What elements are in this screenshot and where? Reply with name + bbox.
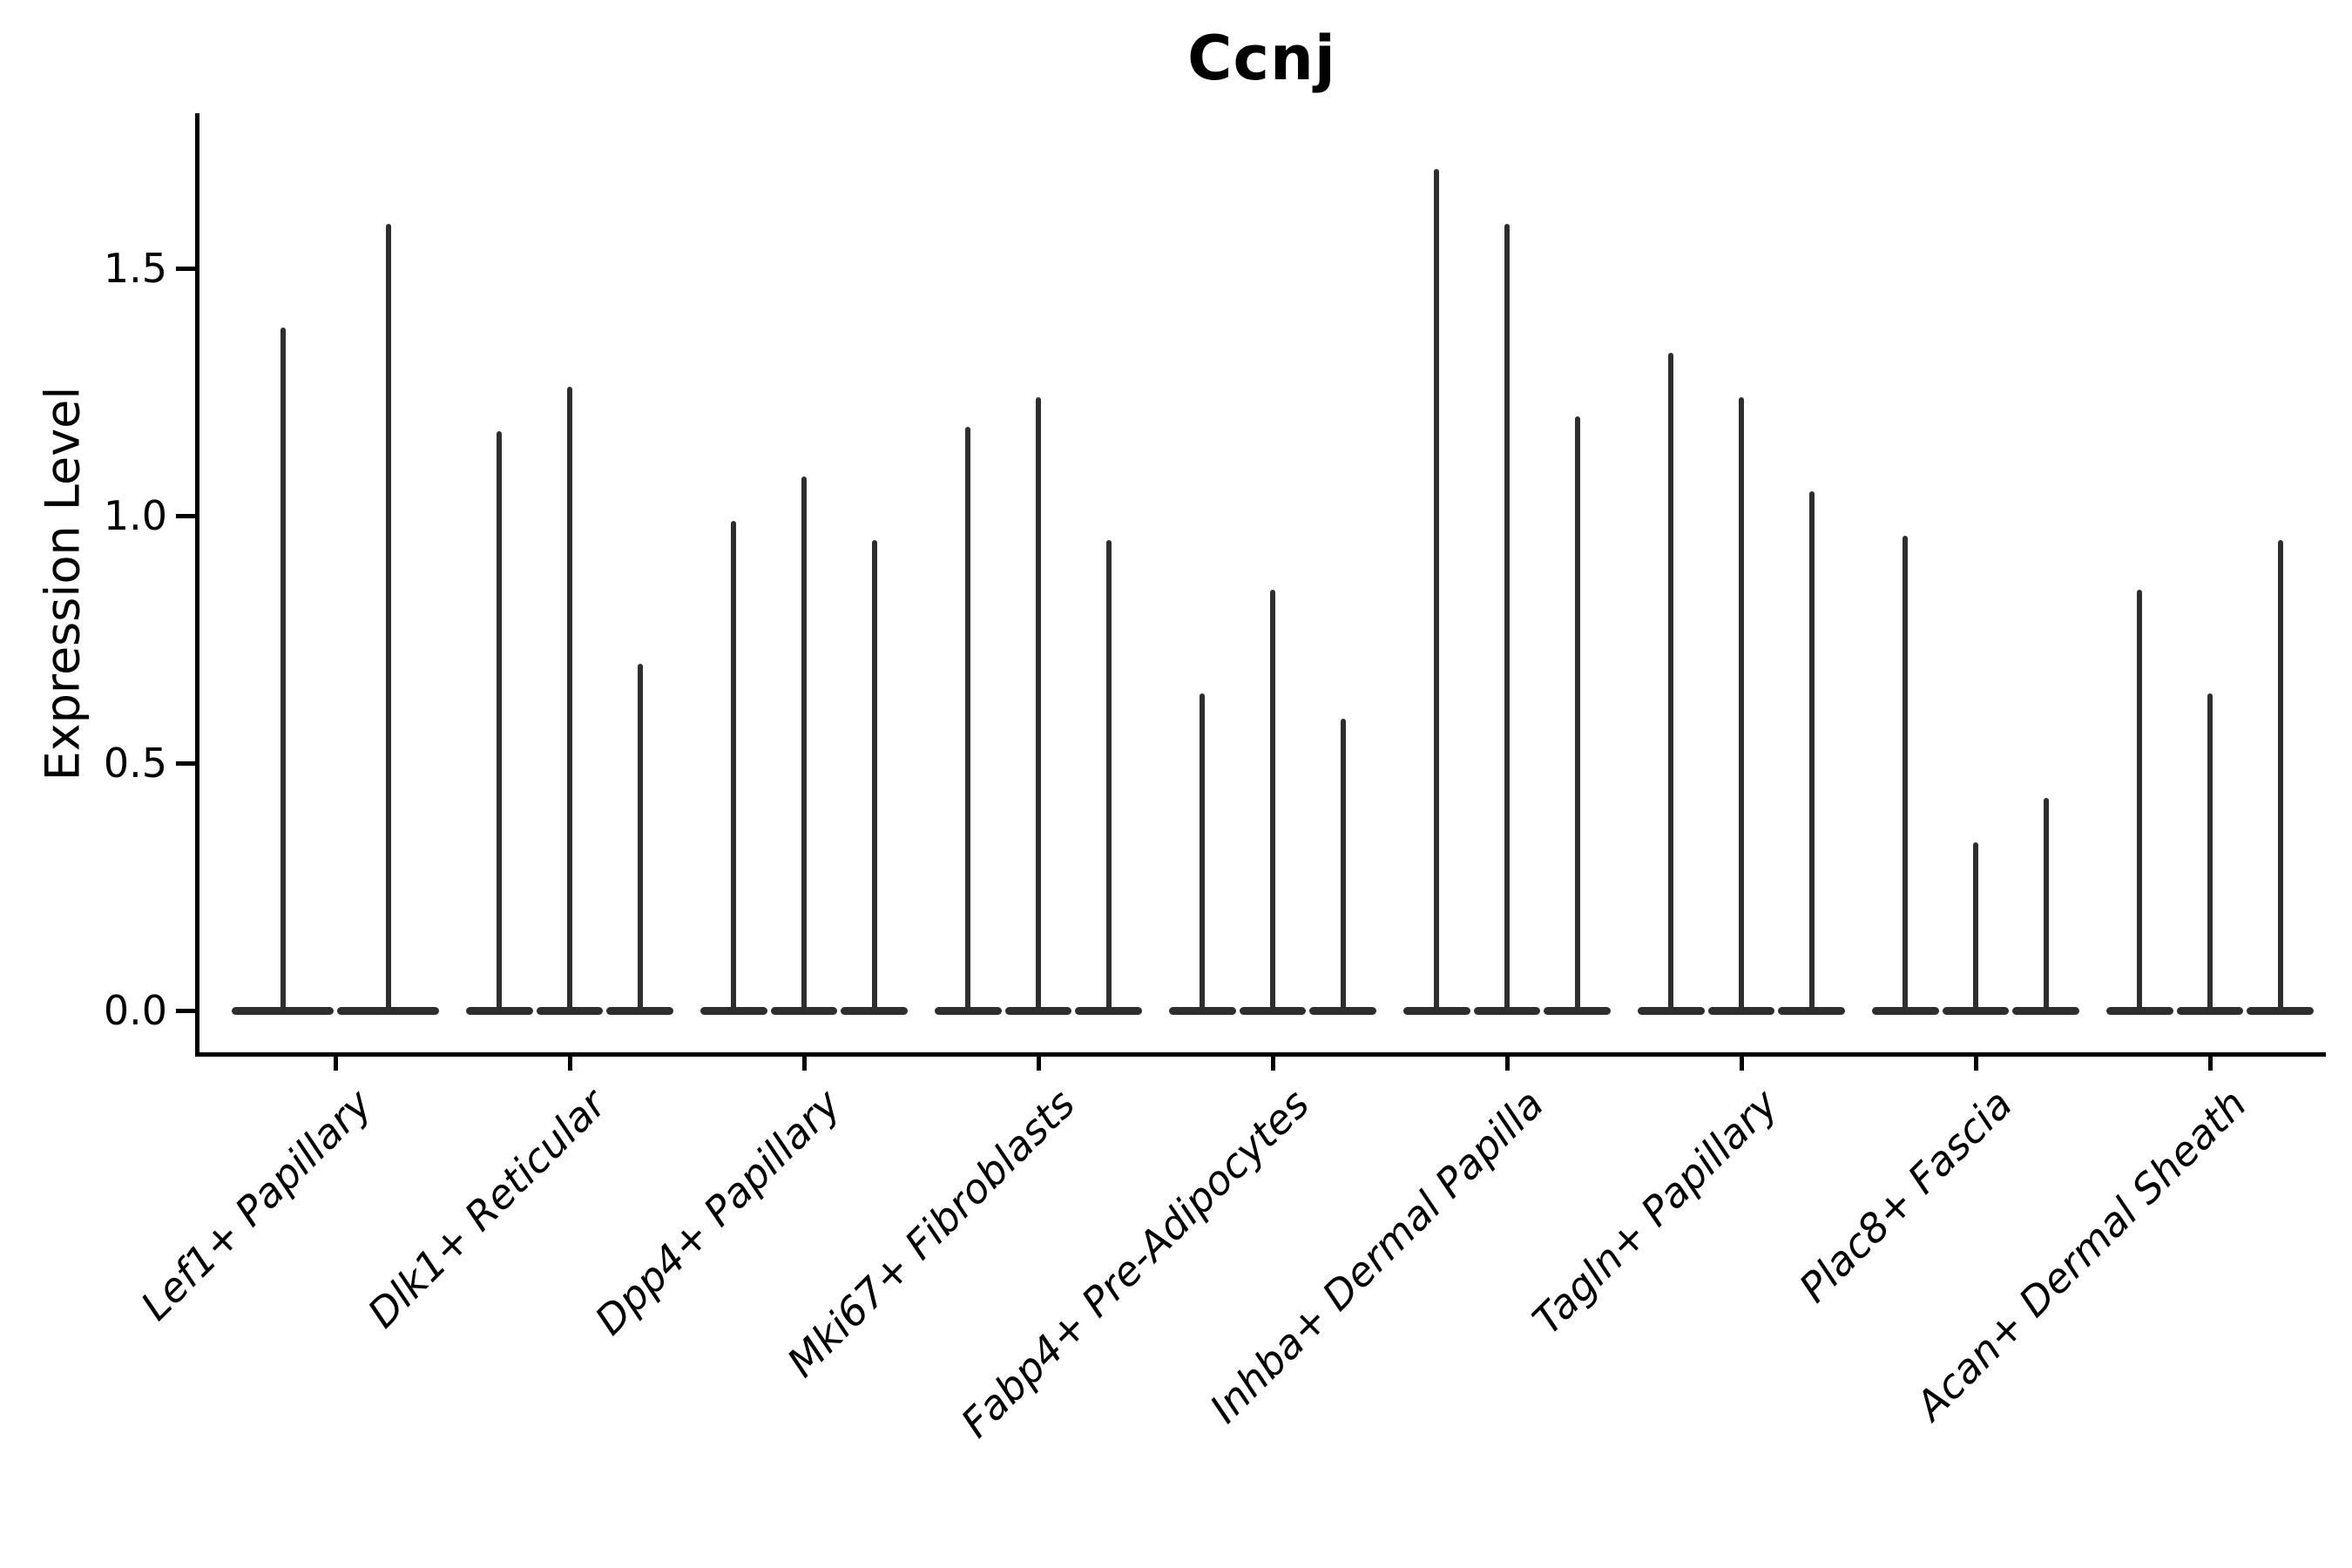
violin-spike bbox=[1574, 416, 1580, 1013]
x-tick-label: Lef1+ Papillary bbox=[132, 1080, 382, 1329]
y-tick-label: 1.5 bbox=[103, 245, 167, 292]
violin-spike bbox=[1739, 396, 1744, 1013]
violin-spike bbox=[1973, 841, 1978, 1013]
x-tick-mark bbox=[2207, 1057, 2213, 1071]
violin-spike bbox=[1105, 540, 1112, 1013]
violin-spike bbox=[2207, 693, 2213, 1013]
violin-spike bbox=[801, 476, 807, 1013]
x-axis-spine bbox=[195, 1052, 2326, 1057]
x-tick-mark bbox=[1270, 1057, 1275, 1071]
violin-spike bbox=[2137, 590, 2143, 1013]
x-tick-mark bbox=[333, 1057, 338, 1071]
violin-spike bbox=[2277, 540, 2283, 1013]
violin-spike bbox=[1903, 535, 1909, 1013]
violin-spike bbox=[1036, 396, 1041, 1013]
violin-spike bbox=[1270, 590, 1275, 1013]
y-tick-mark bbox=[176, 513, 195, 518]
violin-spike bbox=[280, 328, 286, 1013]
y-tick-label: 0.5 bbox=[103, 740, 167, 787]
y-tick-label: 0.0 bbox=[103, 987, 167, 1034]
x-tick-mark bbox=[1973, 1057, 1978, 1071]
violin-spike bbox=[1434, 169, 1440, 1013]
chart-title: Ccnj bbox=[1187, 23, 1336, 94]
x-tick-mark bbox=[1504, 1057, 1510, 1071]
x-tick-mark bbox=[567, 1057, 572, 1071]
violin-spike bbox=[1200, 693, 1206, 1013]
violin-spike bbox=[1340, 718, 1346, 1013]
x-tick-mark bbox=[801, 1057, 807, 1071]
violin-spike bbox=[731, 520, 737, 1013]
violin-spike bbox=[871, 540, 877, 1013]
violin-spike bbox=[1504, 223, 1510, 1013]
x-tick-label: Dlk1+ Reticular bbox=[358, 1080, 616, 1337]
x-tick-label: Plac8+ Fascia bbox=[1789, 1080, 2022, 1312]
y-axis-spine bbox=[195, 113, 199, 1057]
violin-spike bbox=[567, 387, 572, 1013]
violin-spike bbox=[1808, 490, 1815, 1013]
y-tick-mark bbox=[176, 1008, 195, 1013]
violin-spike bbox=[497, 431, 503, 1013]
y-tick-mark bbox=[176, 266, 195, 271]
y-tick-mark bbox=[176, 760, 195, 766]
violin-spike bbox=[1668, 352, 1674, 1013]
violin-spike bbox=[637, 664, 643, 1013]
y-axis-label: Expression Level bbox=[35, 386, 91, 781]
x-tick-label: Tagln+ Papillary bbox=[1523, 1080, 1788, 1344]
y-tick-label: 1.0 bbox=[103, 492, 167, 539]
x-tick-mark bbox=[1036, 1057, 1041, 1071]
x-tick-label: Dpp4+ Papillary bbox=[585, 1080, 850, 1344]
x-tick-mark bbox=[1739, 1057, 1744, 1071]
violin-spike bbox=[2043, 797, 2049, 1013]
violin-spike bbox=[385, 223, 391, 1013]
violin-spike bbox=[965, 426, 971, 1013]
